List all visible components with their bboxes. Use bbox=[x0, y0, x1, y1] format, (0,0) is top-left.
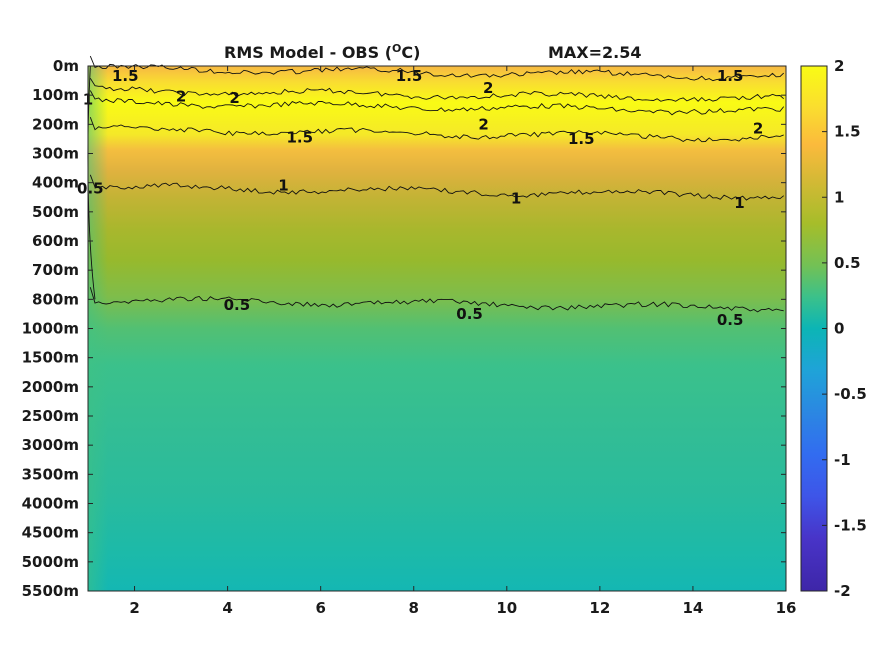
y-tick-label: 300m bbox=[32, 145, 79, 163]
x-tick-label: 12 bbox=[589, 599, 610, 617]
contour-line bbox=[89, 174, 784, 201]
x-tick-label: 16 bbox=[776, 599, 797, 617]
x-axis: 2 4 6 8 10 12 14 16 bbox=[129, 66, 796, 617]
y-tick-label: 5500m bbox=[22, 582, 79, 600]
heatmap-field bbox=[88, 66, 786, 591]
heatmap-fill bbox=[88, 66, 786, 591]
y-tick-label: 0m bbox=[53, 57, 79, 75]
colorbar-tick-label: -1 bbox=[834, 451, 851, 469]
y-tick-label: 3500m bbox=[22, 465, 79, 483]
y-tick-label: 5000m bbox=[22, 553, 79, 571]
contour-line bbox=[89, 287, 784, 313]
contour-label: 2 bbox=[753, 120, 763, 138]
x-tick-label: 4 bbox=[222, 599, 232, 617]
x-tick-label: 14 bbox=[682, 599, 703, 617]
colorbar: 2 1.5 1 0.5 0 -0.5 -1 -1.5 -2 bbox=[800, 57, 867, 600]
colorbar-tick-label: 0.5 bbox=[834, 254, 861, 272]
y-tick-label: 1500m bbox=[22, 349, 79, 367]
y-tick-label: 800m bbox=[32, 290, 79, 308]
colorbar-tick-label: -0.5 bbox=[834, 385, 867, 403]
colorbar-tick-label: 1 bbox=[834, 188, 844, 206]
contour-line bbox=[89, 55, 785, 82]
contour-label: 0.5 bbox=[77, 180, 104, 198]
colorbar-tick-label: 2 bbox=[834, 57, 844, 75]
colorbar-tick-label: 1.5 bbox=[834, 123, 861, 141]
contour-label: 0.5 bbox=[456, 305, 483, 323]
colorbar-ticks: 2 1.5 1 0.5 0 -0.5 -1 -1.5 -2 bbox=[822, 57, 867, 600]
contour-label: 1 bbox=[734, 194, 744, 212]
contour-label: 2 bbox=[478, 115, 488, 133]
x-tick-label: 10 bbox=[496, 599, 517, 617]
contour-label: 2 bbox=[176, 88, 186, 106]
contour-line bbox=[89, 78, 784, 102]
contour-label: 2 bbox=[229, 89, 239, 107]
contour-label: 1.5 bbox=[396, 67, 423, 85]
chart-title: RMS Model - OBS (OC) bbox=[224, 42, 420, 62]
y-tick-label: 400m bbox=[32, 174, 79, 192]
contour-lines bbox=[87, 55, 785, 313]
y-axis: 0m 100m 200m 300m 400m 500m 600m 700m 800m 1000m 1… bbox=[22, 57, 786, 600]
contour-label: 1 bbox=[511, 190, 521, 208]
coast-edge bbox=[88, 66, 108, 591]
y-tick-label: 4000m bbox=[22, 495, 79, 513]
y-tick-label: 100m bbox=[32, 86, 79, 104]
y-tick-label: 3000m bbox=[22, 436, 79, 454]
y-tick-label: 2500m bbox=[22, 407, 79, 425]
contour-label: 0.5 bbox=[717, 311, 744, 329]
contour-label: 2 bbox=[483, 79, 493, 97]
contour-line bbox=[89, 90, 785, 116]
contour-label: 1.5 bbox=[568, 130, 595, 148]
x-tick-label: 6 bbox=[315, 599, 325, 617]
y-tick-label: 1000m bbox=[22, 320, 79, 338]
colorbar-tick-label: -2 bbox=[834, 582, 851, 600]
contour-label: 1.5 bbox=[717, 67, 744, 85]
y-tick-label: 600m bbox=[32, 232, 79, 250]
x-tick-label: 2 bbox=[129, 599, 139, 617]
y-tick-label: 700m bbox=[32, 261, 79, 279]
contour-label: 0.5 bbox=[224, 296, 251, 314]
contour-label: 1.5 bbox=[286, 128, 313, 146]
y-tick-label: 200m bbox=[32, 115, 79, 133]
colorbar-tick-label: 0 bbox=[834, 320, 844, 338]
y-tick-label: 4500m bbox=[22, 524, 79, 542]
contour-line bbox=[89, 117, 784, 143]
x-tick-label: 8 bbox=[409, 599, 419, 617]
y-tick-label: 500m bbox=[32, 203, 79, 221]
y-tick-label: 2000m bbox=[22, 378, 79, 396]
contour-label: 1.5 bbox=[112, 67, 139, 85]
contour-label: 1 bbox=[278, 177, 288, 195]
colorbar-tick-label: -1.5 bbox=[834, 516, 867, 534]
max-label: MAX=2.54 bbox=[548, 43, 642, 62]
